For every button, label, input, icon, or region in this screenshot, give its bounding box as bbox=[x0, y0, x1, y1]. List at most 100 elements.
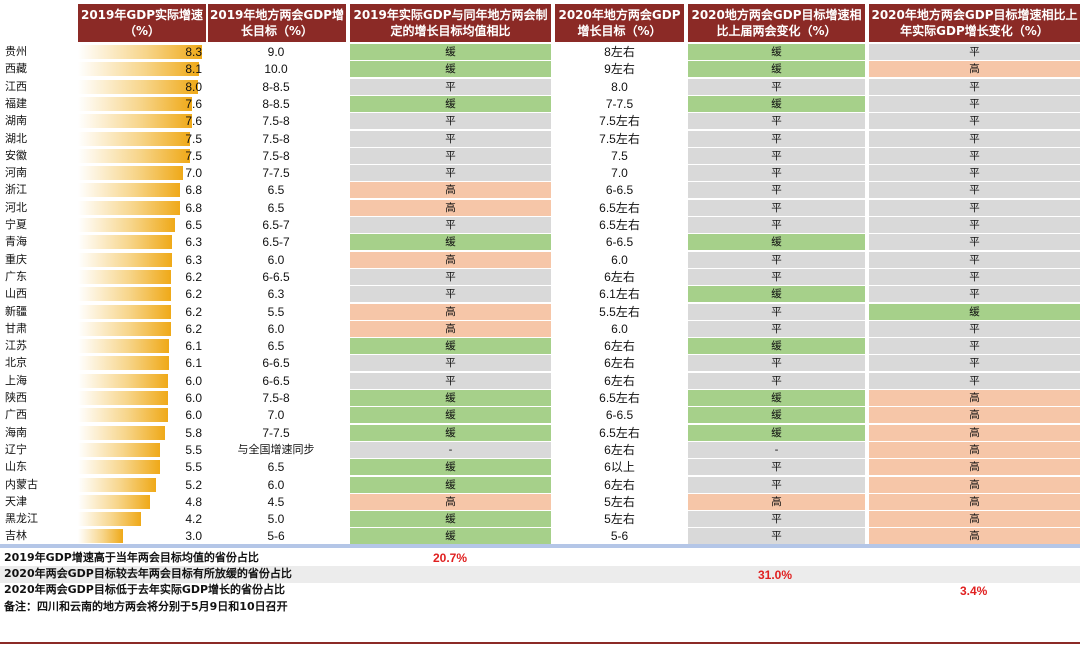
gdp-bar bbox=[78, 148, 190, 163]
compare-2019-status: 缓 bbox=[350, 476, 551, 493]
province-name: 北京 bbox=[5, 356, 27, 370]
target-2019: 6-6.5 bbox=[262, 269, 290, 284]
table-row: 河南 7.0 7-7.5 平 7.0 平平 bbox=[0, 165, 1080, 182]
gdp-bar-cell: 5.8 bbox=[78, 425, 206, 441]
footer-line3-label: 2020年两会GDP目标低于去年实际GDP增长的省份占比 bbox=[4, 583, 286, 596]
compare-2019-status: 平 bbox=[350, 286, 551, 303]
target-2019: 7.5-8 bbox=[262, 391, 290, 405]
change-prev-status: 缓 bbox=[688, 286, 865, 303]
gdp-bar-cell: 7.5 bbox=[78, 131, 206, 147]
compare-2019-status: 缓 bbox=[350, 338, 551, 355]
gdp-bar-cell: 7.5 bbox=[78, 148, 206, 164]
province-name: 天津 bbox=[5, 494, 27, 508]
compare-2019-status: 缓 bbox=[350, 44, 551, 60]
change-prev-status: 平 bbox=[688, 217, 865, 233]
change-actual-status: 高 bbox=[869, 407, 1080, 424]
change-actual-status: 平 bbox=[869, 320, 1080, 337]
gdp-bar bbox=[78, 494, 150, 509]
province-name: 上海 bbox=[5, 373, 27, 387]
gdp-bar-cell: 8.0 bbox=[78, 79, 206, 95]
table-row: 重庆 6.3 6.0 高 6.0 平平 bbox=[0, 251, 1080, 269]
gdp-value: 6.2 bbox=[185, 304, 202, 319]
target-2020: 7.5左右 bbox=[599, 131, 640, 146]
gdp-value: 6.5 bbox=[185, 218, 202, 232]
change-prev-status: 平 bbox=[688, 372, 865, 389]
gdp-value: 6.1 bbox=[185, 356, 202, 371]
change-prev-status: 缓 bbox=[688, 407, 865, 424]
gdp-value: 5.5 bbox=[185, 460, 202, 475]
table-row: 浙江 6.8 6.5 高 6-6.5 平平 bbox=[0, 182, 1080, 199]
gdp-bar-cell: 6.0 bbox=[78, 407, 206, 423]
target-2020: 8左右 bbox=[604, 45, 635, 59]
footer-line1-value: 20.7% bbox=[433, 551, 468, 565]
target-2020: 6-6.5 bbox=[605, 408, 634, 423]
footer-line2-label: 2020年两会GDP目标较去年两会目标有所放缓的省份占比 bbox=[4, 567, 292, 580]
target-2019: 6-6.5 bbox=[262, 373, 290, 388]
change-actual-status: 平 bbox=[869, 78, 1080, 95]
table-row: 新疆 6.2 5.5 高 5.5左右 平缓 bbox=[0, 303, 1080, 321]
gdp-bar bbox=[78, 114, 192, 129]
province-name: 宁夏 bbox=[5, 218, 27, 231]
target-2019: 7.5-8 bbox=[262, 131, 290, 146]
province-name: 湖北 bbox=[5, 131, 27, 145]
table-row: 海南 5.8 7-7.5 缓 6.5左右缓高 bbox=[0, 424, 1080, 442]
target-2020: 6.0 bbox=[611, 252, 628, 267]
change-actual-status: 平 bbox=[869, 44, 1080, 60]
target-2020: 7.5左右 bbox=[599, 114, 640, 129]
gdp-value: 5.2 bbox=[185, 477, 202, 492]
gdp-bar-cell: 5.2 bbox=[78, 477, 206, 493]
province-name: 辽宁 bbox=[5, 442, 27, 456]
target-2019: 6.5-7 bbox=[262, 218, 290, 232]
table-row: 宁夏 6.5 6.5-7 平 6.5左右平平 bbox=[0, 217, 1080, 234]
gdp-value: 3.0 bbox=[185, 529, 202, 544]
gdp-bar bbox=[78, 304, 171, 319]
gdp-bar-cell: 3.0 bbox=[78, 528, 206, 544]
province-name: 吉林 bbox=[5, 529, 27, 543]
table-row: 湖南 7.6 7.5-8 平 7.5左右平平 bbox=[0, 113, 1080, 130]
target-2020: 9左右 bbox=[604, 62, 635, 77]
compare-2019-status: 平 bbox=[350, 372, 551, 389]
target-2020: 6左右 bbox=[604, 356, 635, 371]
change-actual-status: 平 bbox=[869, 182, 1080, 199]
footer-line3-value: 3.4% bbox=[960, 584, 988, 598]
footer-line1-label: 2019年GDP增速高于当年两会目标均值的省份占比 bbox=[4, 551, 259, 564]
target-2019: 7-7.5 bbox=[262, 425, 290, 440]
change-prev-status: 缓 bbox=[688, 95, 865, 112]
table-separator bbox=[0, 544, 1080, 548]
header-target-2019: 2019年地方两会GDP增长目标（%） bbox=[208, 4, 346, 42]
province-name: 重庆 bbox=[5, 252, 27, 266]
province-name: 河北 bbox=[5, 200, 27, 214]
gdp-value: 8.1 bbox=[185, 62, 202, 77]
table-row: 辽宁 5.5 与全国增速同步 -6左右 - 高 bbox=[0, 441, 1080, 459]
province-name: 江苏 bbox=[5, 339, 27, 353]
gdp-bar-cell: 6.8 bbox=[78, 182, 206, 198]
province-name: 湖南 bbox=[5, 114, 27, 128]
gdp-bar-cell: 7.6 bbox=[78, 113, 206, 129]
change-prev-status: 平 bbox=[688, 147, 865, 164]
gdp-value: 6.0 bbox=[185, 373, 202, 388]
province-name: 江西 bbox=[5, 79, 27, 93]
header-target-2020: 2020年地方两会GDP增长目标（%） bbox=[555, 4, 684, 42]
target-2019: 6.5-7 bbox=[262, 235, 290, 250]
change-prev-status: 高 bbox=[688, 493, 865, 510]
compare-2019-status: 平 bbox=[350, 130, 551, 147]
gdp-value: 4.2 bbox=[185, 512, 202, 527]
change-prev-status: 平 bbox=[688, 268, 865, 285]
compare-2019-status: 平 bbox=[350, 78, 551, 95]
gdp-bar-cell: 6.2 bbox=[78, 286, 206, 302]
target-2020: 6-6.5 bbox=[605, 183, 634, 198]
change-actual-status: 平 bbox=[869, 355, 1080, 372]
target-2020: 5.5左右 bbox=[599, 304, 640, 319]
province-name: 海南 bbox=[5, 425, 27, 439]
change-actual-status: 缓 bbox=[869, 303, 1080, 320]
gdp-bar-cell: 6.0 bbox=[78, 390, 206, 406]
target-2020: 6.0 bbox=[611, 321, 628, 336]
gdp-bar bbox=[78, 408, 168, 423]
target-2020: 6左右 bbox=[604, 373, 635, 388]
change-actual-status: 平 bbox=[869, 286, 1080, 303]
change-prev-status: 缓 bbox=[688, 61, 865, 78]
table-row: 安徽 7.5 7.5-8 平 7.5 平平 bbox=[0, 147, 1080, 165]
province-name: 甘肃 bbox=[5, 321, 27, 335]
table-row: 陕西 6.0 7.5-8 缓 6.5左右缓高 bbox=[0, 390, 1080, 407]
change-prev-status: - bbox=[688, 441, 865, 458]
